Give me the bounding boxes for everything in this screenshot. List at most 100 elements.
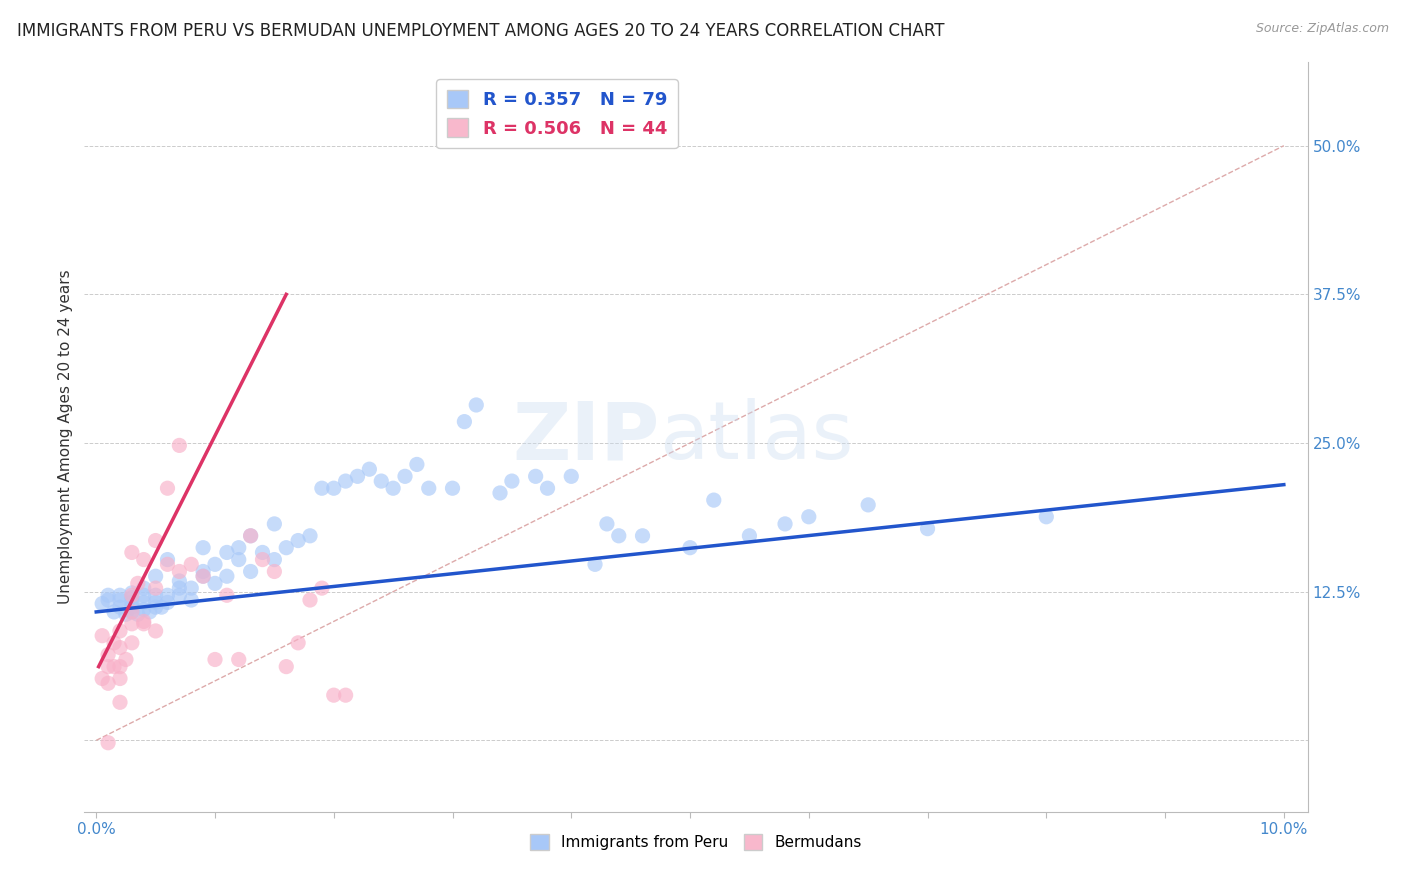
Point (322, 481, 344, 495)
Point (263, 552, 285, 566)
Point (121, 595, 143, 609)
Point (252, 552, 274, 566)
Point (287, 533, 309, 548)
Point (263, 516, 285, 531)
Point (103, 659, 125, 673)
Point (287, 636, 309, 650)
Point (145, 600, 167, 615)
Point (276, 541, 298, 555)
Point (132, 552, 155, 566)
Point (180, 558, 202, 572)
Point (97, 659, 120, 673)
Point (298, 529, 321, 543)
Point (263, 565, 285, 579)
Point (91, 629, 114, 643)
Point (215, 588, 238, 602)
Point (97, 588, 120, 602)
Point (228, 552, 250, 566)
Point (145, 581, 167, 595)
Point (335, 688, 357, 702)
Point (703, 493, 725, 508)
Point (156, 588, 179, 602)
Point (108, 640, 131, 655)
Point (145, 588, 167, 602)
Point (204, 652, 226, 666)
Point (169, 588, 191, 602)
Point (132, 588, 155, 602)
Point (252, 545, 274, 559)
Point (121, 636, 143, 650)
Point (465, 398, 488, 412)
Point (121, 616, 143, 631)
Text: ZIP: ZIP (512, 398, 659, 476)
Point (91, 672, 114, 686)
Point (156, 481, 179, 495)
Point (108, 588, 131, 602)
Text: IMMIGRANTS FROM PERU VS BERMUDAN UNEMPLOYMENT AMONG AGES 20 TO 24 YEARS CORRELAT: IMMIGRANTS FROM PERU VS BERMUDAN UNEMPLO… (17, 22, 945, 40)
Point (115, 607, 138, 622)
Point (150, 600, 173, 615)
Point (127, 576, 149, 591)
Point (145, 533, 167, 548)
Point (145, 569, 167, 583)
Y-axis label: Unemployment Among Ages 20 to 24 years: Unemployment Among Ages 20 to 24 years (58, 269, 73, 605)
Point (596, 516, 619, 531)
Point (441, 481, 464, 495)
Point (103, 605, 125, 619)
Point (370, 474, 392, 488)
Point (108, 593, 131, 607)
Point (191, 565, 214, 579)
Point (276, 659, 298, 673)
Point (97, 676, 120, 690)
Point (215, 569, 238, 583)
Point (797, 509, 820, 524)
Point (560, 469, 582, 483)
Point (121, 545, 143, 559)
Point (298, 593, 321, 607)
Point (228, 652, 250, 666)
Point (121, 586, 143, 600)
Point (97, 648, 120, 662)
Point (501, 474, 523, 488)
Point (394, 469, 416, 483)
Point (191, 569, 214, 583)
Point (108, 672, 131, 686)
Point (91, 597, 114, 611)
Point (145, 595, 167, 609)
Point (1035, 509, 1057, 524)
Point (382, 481, 405, 495)
Point (524, 469, 547, 483)
Point (191, 541, 214, 555)
Point (121, 588, 143, 602)
Point (204, 576, 226, 591)
Point (180, 581, 202, 595)
Point (311, 481, 333, 495)
Point (239, 529, 262, 543)
Point (132, 602, 155, 616)
Point (156, 595, 179, 609)
Point (115, 652, 138, 666)
Point (346, 469, 368, 483)
Point (191, 569, 214, 583)
Point (169, 438, 191, 452)
Point (239, 529, 262, 543)
Point (204, 558, 226, 572)
Point (773, 516, 796, 531)
Point (108, 659, 131, 673)
Point (121, 600, 143, 615)
Point (132, 595, 155, 609)
Point (406, 458, 429, 472)
Point (335, 474, 357, 488)
Point (108, 600, 131, 615)
Point (453, 415, 475, 429)
Text: atlas: atlas (659, 398, 853, 476)
Point (145, 624, 167, 638)
Point (856, 498, 879, 512)
Legend: Immigrants from Peru, Bermudans: Immigrants from Peru, Bermudans (524, 829, 868, 856)
Point (169, 574, 191, 588)
Point (607, 529, 630, 543)
Point (583, 558, 606, 572)
Point (536, 481, 558, 495)
Point (103, 636, 125, 650)
Point (138, 605, 160, 619)
